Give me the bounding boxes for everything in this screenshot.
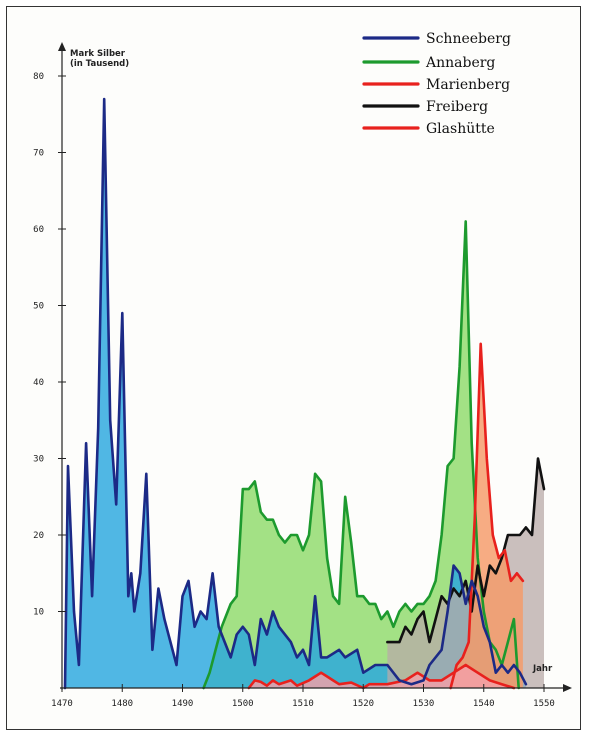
x-tick-label: 1500: [232, 699, 254, 709]
glashuette-line: [247, 663, 516, 690]
legend-label-annaberg: Annaberg: [425, 55, 495, 71]
y-tick-label: 50: [33, 302, 44, 312]
y-tick-label: 40: [33, 378, 44, 388]
x-tick-label: 1520: [352, 699, 374, 709]
legend-label-freiberg: Freiberg: [426, 99, 488, 115]
legend-label-marienberg: Marienberg: [426, 77, 510, 93]
x-axis-arrow: [563, 684, 572, 692]
ticks: 1470 1480 1490 1500 1510 1520 1530 1540 1550 10 20…: [33, 72, 555, 709]
legend-label-glashuette: Glashütte: [426, 121, 495, 137]
x-axis-title: Jahr: [532, 664, 553, 674]
y-tick-label: 80: [33, 72, 44, 82]
annaberg-line: [202, 220, 520, 690]
x-tick-label: 1510: [292, 699, 314, 709]
x-tick-label: 1490: [172, 699, 194, 709]
x-tick-label: 1550: [533, 699, 555, 709]
freiberg-line: [386, 457, 546, 644]
marienberg-line: [449, 342, 525, 690]
y-tick-label: 30: [33, 455, 44, 465]
x-tick-label: 1480: [111, 699, 133, 709]
y-tick-label: 20: [33, 531, 44, 541]
y-tick-label: 60: [33, 225, 44, 235]
y-tick-label: 10: [33, 608, 44, 618]
y-axis-title-line1: Mark Silber: [70, 49, 126, 59]
annaberg-area: [203, 221, 519, 688]
marienberg-area: [450, 343, 523, 688]
x-tick-label: 1470: [51, 699, 73, 709]
series-lines: [63, 97, 546, 690]
glashuette-area: [248, 665, 514, 688]
x-tick-label: 1540: [473, 699, 495, 709]
y-axis-title-line2: (in Tausend): [70, 59, 129, 69]
legend: Schneeberg Annaberg Marienberg Freiberg Glas…: [362, 31, 511, 137]
y-axis-arrow: [58, 42, 66, 51]
x-tick-label: 1530: [413, 699, 435, 709]
legend-label-schneeberg: Schneeberg: [426, 31, 511, 47]
y-tick-label: 70: [33, 149, 44, 159]
schneeberg-line: [63, 97, 528, 690]
